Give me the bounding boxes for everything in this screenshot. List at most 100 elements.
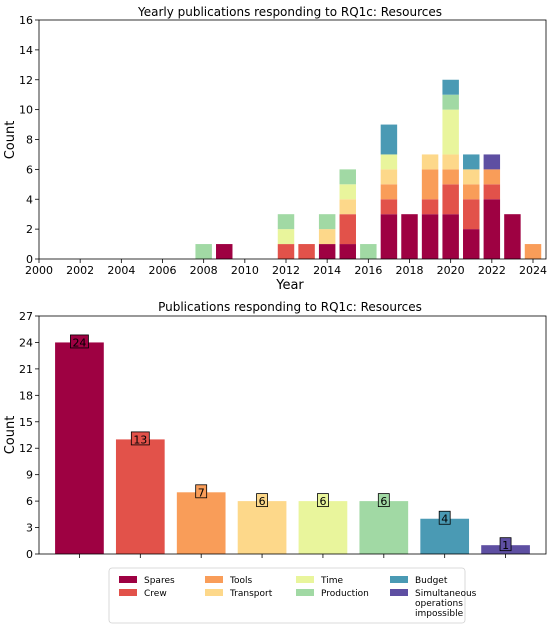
- y-tick-label-4: 4: [26, 193, 33, 206]
- bar-segment-2020-crew: [442, 184, 459, 215]
- data-label-box-transport: [256, 493, 268, 508]
- bar-segment-2019-spares: [421, 214, 439, 259]
- y-tick-label-21: 21: [19, 363, 33, 376]
- bar-segment-2016-production: [360, 244, 377, 259]
- data-label-crew: 13: [133, 433, 147, 446]
- data-label-box-production: [377, 493, 390, 508]
- bar-segment-2021-crew: [463, 199, 480, 230]
- bar-segment-2020-tools: [442, 169, 459, 185]
- y-tick-label-8: 8: [26, 134, 33, 147]
- bar-segment-2019-tools: [421, 169, 439, 200]
- y-tick-label-14: 14: [19, 44, 33, 57]
- legend-label-simultaneous-operations-impossible-0: Simultaneous: [415, 589, 477, 599]
- x-tick-label-2000: 2000: [25, 264, 53, 277]
- bar-total-spares: [55, 342, 104, 554]
- y-tick-label-12: 12: [19, 74, 33, 87]
- chart-yearly-xlabel: Year: [275, 278, 304, 293]
- bar-segment-2021-spares: [463, 229, 480, 259]
- legend-swatch-time: [296, 576, 314, 583]
- legend-swatch-crew: [119, 589, 137, 596]
- bar-segment-2009-spares: [216, 244, 233, 259]
- legend-label-budget: Budget: [415, 576, 448, 586]
- bar-segment-2021-budget: [463, 154, 480, 170]
- bar-segment-2024-tools: [524, 244, 542, 259]
- bar-segment-2020-budget: [442, 79, 459, 95]
- bar-segment-2017-budget: [380, 124, 398, 155]
- data-label-box-tools: [195, 484, 208, 499]
- x-tick-label-2018: 2018: [396, 264, 424, 277]
- data-label-box-time: [317, 493, 329, 508]
- bar-segment-2015-transport: [339, 199, 356, 215]
- x-tick-label-2006: 2006: [149, 264, 177, 277]
- legend-label-crew: Crew: [144, 589, 167, 599]
- bar-segment-2014-spares: [318, 244, 336, 259]
- bar-segment-2015-time: [339, 184, 356, 200]
- bar-segment-2020-production: [442, 94, 459, 110]
- bar-segment-2018-spares: [401, 214, 418, 259]
- data-label-box-simultaneous-operations-impossible: [499, 537, 512, 552]
- chart-totals-title: Publications responding to RQ1c: Resourc…: [158, 300, 422, 314]
- chart-totals-axes: 0 3 6 9 12 15 18 21 24 27: [19, 310, 547, 561]
- data-label-time: 6: [319, 495, 326, 508]
- bar-total-transport: [237, 501, 287, 554]
- y-tick-label-6: 6: [26, 495, 33, 508]
- y-tick-label-0: 0: [26, 253, 33, 266]
- legend: Spares Crew Tools Transport Time Production Bu…: [108, 567, 477, 624]
- data-label-box-budget: [438, 510, 451, 525]
- bar-segment-2012-production: [277, 214, 295, 230]
- data-label-box-crew: [130, 431, 150, 446]
- y-tick-label-0: 0: [26, 548, 33, 561]
- bar-segment-2023-spares: [504, 214, 521, 259]
- y-tick-label-2: 2: [26, 223, 33, 236]
- legend-swatch-budget: [390, 576, 408, 583]
- bar-segment-2020-transport: [442, 154, 459, 170]
- legend-label-time: Time: [320, 576, 343, 586]
- bar-segment-2017-crew: [380, 199, 398, 215]
- data-label-spares: 24: [72, 336, 86, 349]
- bar-segment-2015-crew: [339, 214, 356, 245]
- data-label-tools: 7: [198, 486, 205, 499]
- legend-label-simultaneous-operations-impossible-1: operations: [415, 599, 463, 609]
- bar-segment-2019-crew: [421, 199, 439, 215]
- bar-segment-2022-spares: [483, 199, 501, 259]
- legend-frame: [108, 567, 466, 624]
- x-tick-label-2022: 2022: [478, 264, 506, 277]
- data-label-production: 6: [380, 495, 387, 508]
- bar-segment-2021-transport: [463, 169, 480, 185]
- x-tick-label-2020: 2020: [437, 264, 465, 277]
- y-tick-label-3: 3: [26, 522, 33, 535]
- bar-segment-2022-simultaneous-operations-impossible: [483, 154, 501, 170]
- y-tick-label-9: 9: [26, 469, 33, 482]
- legend-label-spares: Spares: [144, 576, 175, 586]
- chart-yearly: Yearly publications responding to RQ1c: …: [3, 5, 547, 293]
- bar-segment-2015-production: [339, 169, 356, 185]
- legend-swatch-production: [296, 589, 314, 596]
- bar-total-crew: [115, 439, 165, 554]
- bar-segment-2017-time: [380, 154, 398, 170]
- legend-label-tools: Tools: [229, 576, 252, 586]
- chart-totals: Publications responding to RQ1c: Resourc…: [3, 300, 547, 561]
- y-tick-label-16: 16: [19, 14, 33, 27]
- bar-segment-2020-time: [442, 109, 459, 155]
- x-tick-label-2008: 2008: [190, 264, 218, 277]
- x-tick-label-2024: 2024: [519, 264, 547, 277]
- legend-label-production: Production: [321, 589, 369, 599]
- bar-total-tools: [176, 492, 226, 554]
- data-label-transport: 6: [259, 495, 266, 508]
- bar-segment-2020-spares: [442, 214, 459, 259]
- x-tick-label-2014: 2014: [313, 264, 341, 277]
- legend-swatch-transport: [205, 589, 223, 596]
- chart-yearly-ylabel: Count: [3, 121, 18, 160]
- bar-segment-2021-tools: [463, 184, 480, 200]
- chart-totals-bars: 24 13 7 6 6 6 4 1: [55, 334, 530, 554]
- x-tick-label-2004: 2004: [107, 264, 135, 277]
- y-tick-label-10: 10: [19, 104, 33, 117]
- bar-segment-2022-tools: [483, 169, 501, 185]
- y-tick-label-24: 24: [19, 336, 33, 349]
- legend-swatch-simultaneous-operations-impossible: [390, 589, 408, 596]
- legend-label-transport: Transport: [229, 589, 273, 599]
- bar-total-production: [359, 501, 409, 554]
- y-tick-label-27: 27: [19, 310, 33, 323]
- bar-total-time: [298, 501, 348, 554]
